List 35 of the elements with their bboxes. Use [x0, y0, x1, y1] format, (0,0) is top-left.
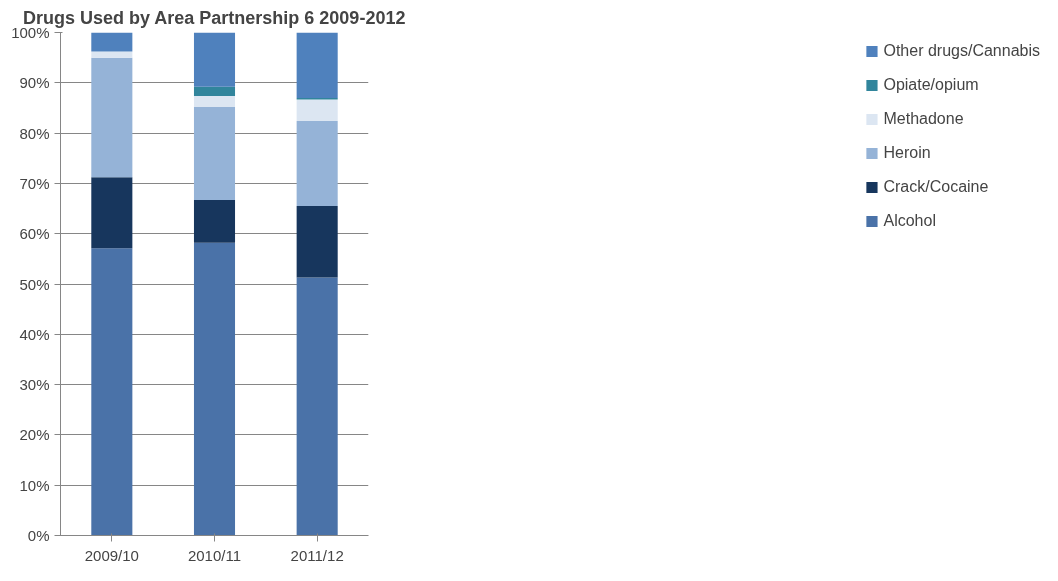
- legend-label: Methadone: [883, 110, 964, 128]
- y-tick-label: 50%: [19, 275, 50, 293]
- bar: [193, 95, 236, 107]
- x-tick-label: 2010/11: [187, 546, 242, 564]
- x-tick-label: 2011/12: [290, 546, 344, 564]
- legend-label: Other drugs/Cannabis: [883, 42, 1040, 60]
- bar: [91, 248, 133, 536]
- bar: [193, 200, 236, 243]
- bar: [193, 106, 236, 200]
- y-tick-label: 90%: [19, 74, 50, 92]
- y-tick-label: 30%: [19, 376, 50, 394]
- y-tick-label: 60%: [19, 225, 50, 243]
- legend-label: Alcohol: [883, 212, 936, 230]
- bar: [296, 99, 338, 122]
- y-tick-label: 10%: [19, 476, 50, 494]
- bar: [193, 32, 236, 87]
- legend-label: Heroin: [883, 144, 931, 162]
- y-tick-label: 80%: [19, 124, 50, 142]
- bar: [193, 86, 236, 96]
- y-tick-label: 40%: [19, 325, 50, 343]
- bar: [91, 51, 133, 58]
- bar: [296, 277, 338, 536]
- bar: [91, 177, 133, 249]
- bar: [193, 242, 236, 536]
- y-tick-label: 20%: [19, 426, 50, 444]
- bar: [296, 32, 338, 98]
- y-tick-label: 0%: [27, 527, 50, 544]
- bar: [296, 206, 338, 278]
- bar: [91, 57, 133, 178]
- y-tick-label: 70%: [19, 174, 50, 192]
- bar: [296, 121, 338, 207]
- legend-label: Opiate/opium: [883, 76, 979, 94]
- legend-label: Crack/Cocaine: [883, 178, 989, 196]
- x-tick-label: 2009/10: [84, 546, 139, 564]
- bar: [91, 32, 133, 52]
